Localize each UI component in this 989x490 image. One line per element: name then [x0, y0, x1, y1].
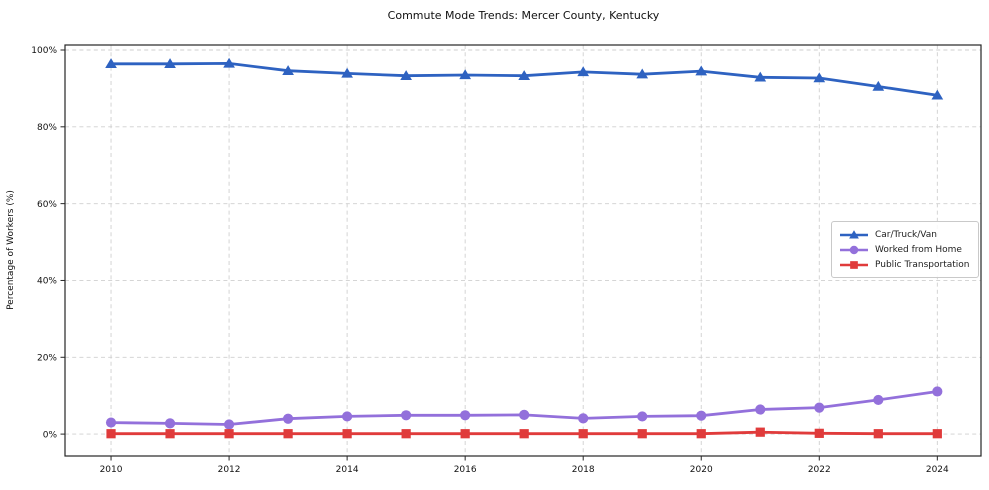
- square-marker: [106, 429, 116, 439]
- legend-label: Public Transportation: [875, 259, 970, 270]
- y-tick-label: 40%: [37, 277, 57, 287]
- square-marker: [755, 427, 765, 437]
- triangle-marker: [164, 58, 176, 69]
- triangle-marker: [223, 57, 235, 68]
- circle-marker: [105, 417, 117, 428]
- circle-marker: [814, 402, 825, 413]
- circle-marker: [932, 386, 943, 397]
- triangle-marker: [872, 80, 885, 91]
- legend-item-car-truck-van: Car/Truck/Van: [839, 227, 970, 242]
- series-worked-from-home: [105, 386, 943, 430]
- legend-label: Car/Truck/Van: [875, 229, 937, 240]
- circle-marker: [873, 394, 884, 406]
- circle-marker: [283, 413, 294, 424]
- x-tick-label: 2014: [336, 465, 359, 475]
- plot-border: [64, 44, 982, 457]
- y-axis-label: Percentage of Workers (%): [6, 190, 17, 310]
- x-tick-label: 2012: [218, 465, 241, 475]
- triangle-marker: [849, 229, 859, 239]
- y-tick-label: 100%: [31, 46, 57, 56]
- x-tick-label: 2016: [454, 465, 477, 475]
- square-marker: [637, 429, 647, 439]
- y-tick-label: 0%: [43, 430, 58, 440]
- y-tick-label: 20%: [37, 353, 57, 363]
- triangle-marker: [105, 58, 117, 69]
- circle-marker: [637, 411, 648, 422]
- circle-marker: [578, 413, 589, 424]
- chart-title: Commute Mode Trends: Mercer County, Kent…: [387, 9, 660, 22]
- circle-marker: [401, 410, 412, 421]
- square-marker: [283, 429, 293, 439]
- y-tick-label: 80%: [37, 123, 57, 133]
- legend: Car/Truck/Van Worked from Home Public Tran…: [831, 221, 979, 278]
- square-marker: [401, 429, 411, 439]
- triangle-marker: [636, 68, 649, 79]
- triangle-marker: [282, 65, 294, 75]
- y-tick-label: 60%: [37, 200, 57, 210]
- square-marker: [460, 429, 470, 439]
- square-marker: [342, 429, 352, 439]
- triangle-marker: [931, 89, 944, 100]
- circle-marker: [460, 410, 471, 421]
- legend-item-public-transportation: Public Transportation: [839, 257, 970, 272]
- x-tick-label: 2020: [690, 465, 713, 475]
- square-marker: [850, 260, 858, 269]
- x-tick-label: 2010: [100, 465, 123, 475]
- series-public-transportation: [106, 427, 942, 439]
- square-marker: [224, 429, 234, 439]
- series-car-truck-van: [105, 57, 944, 100]
- legend-marker-worked-from-home: [840, 245, 868, 254]
- square-marker: [519, 429, 529, 439]
- triangle-marker: [518, 70, 531, 80]
- square-marker: [932, 429, 942, 439]
- triangle-marker: [459, 69, 472, 80]
- circle-marker: [342, 411, 353, 422]
- circle-marker: [519, 409, 530, 420]
- circle-marker: [696, 410, 707, 421]
- x-tick-label: 2022: [808, 465, 831, 475]
- triangle-marker: [341, 67, 353, 78]
- circle-marker: [223, 419, 235, 430]
- triangle-marker: [813, 72, 826, 83]
- legend-marker-car-truck-van: [840, 229, 868, 239]
- circle-marker: [164, 418, 176, 429]
- circle-marker: [849, 245, 859, 254]
- x-tick-label: 2024: [926, 465, 949, 475]
- triangle-marker: [695, 65, 708, 76]
- legend-item-worked-from-home: Worked from Home: [839, 242, 970, 257]
- square-marker: [873, 429, 883, 439]
- x-tick-label: 2018: [572, 465, 595, 475]
- legend-marker-public-transportation: [840, 260, 868, 269]
- square-marker: [696, 429, 706, 439]
- square-marker: [578, 429, 588, 439]
- triangle-marker: [400, 70, 412, 80]
- triangle-marker: [754, 71, 767, 82]
- square-marker: [165, 429, 175, 439]
- circle-marker: [755, 404, 766, 415]
- triangle-marker: [577, 66, 590, 77]
- square-marker: [814, 428, 824, 438]
- legend-label: Worked from Home: [875, 244, 962, 255]
